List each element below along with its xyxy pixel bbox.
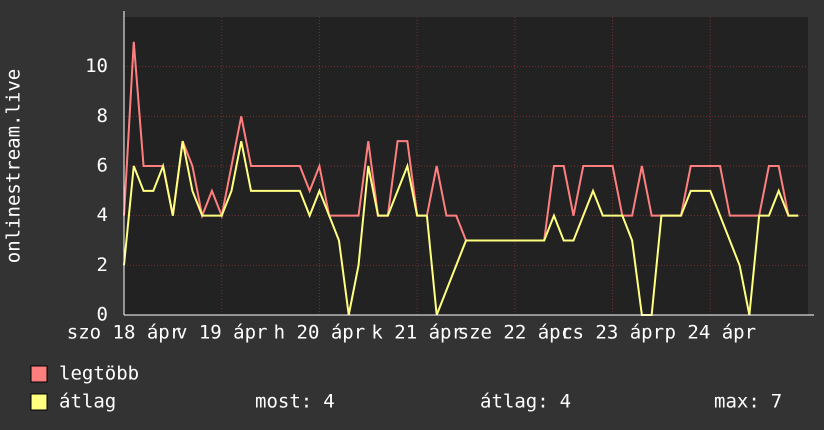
stat-label: most: (255, 391, 312, 413)
y-tick-label: 0 (97, 304, 108, 326)
series-line (123, 140, 799, 316)
y-tick-label: 10 (85, 55, 108, 77)
x-tick-label: p 24 ápr (665, 322, 757, 344)
stat-value: 4 (560, 391, 571, 413)
x-tick-label: h 20 ápr (274, 322, 366, 344)
legend-swatch (30, 365, 48, 383)
y-tick-label: 2 (97, 254, 108, 276)
x-tick-label: sze 22 ápr (458, 322, 572, 344)
legend-label: átlag (59, 391, 116, 413)
x-tick-label: k 21 ápr (371, 322, 463, 344)
x-tick-label: szo 18 ápr (67, 322, 181, 344)
x-tick-label: v 19 ápr (176, 322, 268, 344)
stat-value: 4 (323, 391, 334, 413)
legend-label: legtöbb (59, 363, 139, 385)
y-axis-label: onlinestream.live (3, 69, 25, 263)
x-tick-label: cs 23 ápr (561, 322, 664, 344)
stat-label: átlag: (480, 391, 549, 413)
y-tick-label: 4 (97, 204, 108, 226)
legend-swatch (30, 393, 48, 411)
y-tick-label: 6 (97, 155, 108, 177)
series-line (123, 41, 799, 242)
stat-label: max: (714, 391, 760, 413)
y-tick-label: 8 (97, 105, 108, 127)
stat-value: 7 (771, 391, 782, 413)
